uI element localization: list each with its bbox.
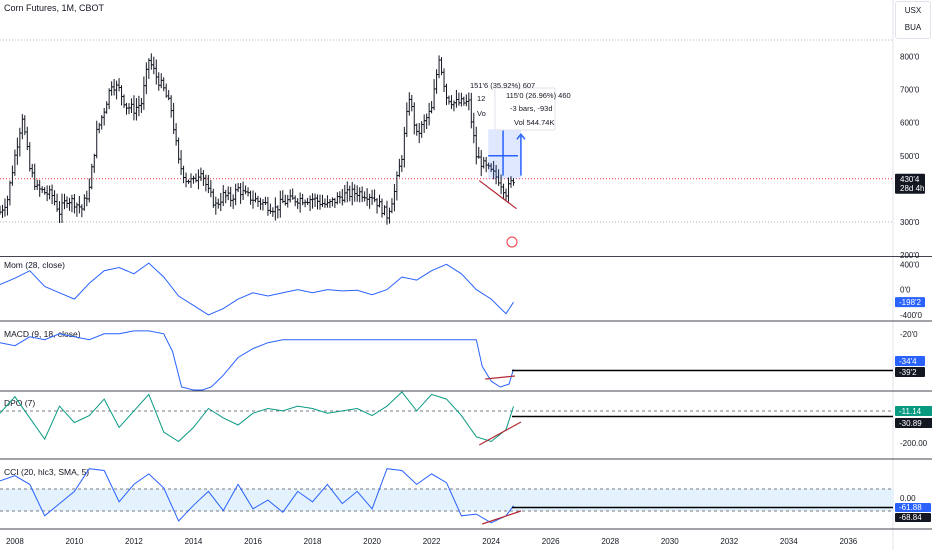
price-axis-tick: 700'0 <box>900 86 920 95</box>
measure-box <box>488 129 521 179</box>
cci-value-label: -61.88 <box>899 503 922 512</box>
cci-divergence-line <box>482 510 522 525</box>
cci-value-tag <box>895 503 931 512</box>
time-axis-tick: 2024 <box>482 537 500 546</box>
dpo-axis-tick: -200.00 <box>900 439 928 448</box>
time-axis-tick: 2028 <box>601 537 619 546</box>
macd-title: MACD (9, 18, close) <box>4 329 81 339</box>
dpo-value-label: -11.14 <box>899 407 922 416</box>
time-axis-tick: 2026 <box>542 537 560 546</box>
dpo-divergence-line <box>478 421 522 446</box>
momentum-axis-tick: 0'0 <box>900 286 911 295</box>
macd-divergence-line <box>485 375 516 380</box>
time-axis-tick: 2022 <box>423 537 441 546</box>
price-axis-tick: 800'0 <box>900 53 920 62</box>
cci-level-tag <box>895 513 931 522</box>
measure-tooltip-partial-b: Vo <box>477 109 486 118</box>
measure-tooltip-line4: Vol 544.74K <box>514 118 554 127</box>
momentum-axis-tick: -400'0 <box>900 311 923 320</box>
measure-tooltip-box <box>494 87 556 131</box>
measure-tooltip-line1: 151'6 (35.92%) 607 <box>470 81 535 90</box>
time-axis-tick: 2030 <box>661 537 679 546</box>
macd-axis-tick: -20'0 <box>900 330 918 339</box>
momentum-axis-tick: 400'0 <box>900 260 920 269</box>
time-axis-tick: 2008 <box>6 537 24 546</box>
price-axis-tick: 500'0 <box>900 152 920 161</box>
macd-value-tag <box>895 356 925 366</box>
momentum-title: Mom (28, close) <box>4 260 65 270</box>
price-axis-tick: 600'0 <box>900 119 920 128</box>
price-bars <box>0 53 515 225</box>
macd-level-tag <box>895 367 925 377</box>
dpo-level-label: -30.89 <box>899 419 922 428</box>
unit-label: BUA <box>904 23 922 32</box>
chart-header: Corn Futures, 1M, CBOT <box>4 3 104 13</box>
dpo-value-tag <box>895 406 932 416</box>
measure-tooltip-partial-a: 12 <box>477 94 485 103</box>
momentum-value-tag <box>895 297 925 308</box>
macd-level-label: -39'2 <box>899 368 917 377</box>
momentum-line <box>0 262 514 316</box>
time-axis-tick: 2020 <box>363 537 381 546</box>
macd-value-label: -34'4 <box>899 357 917 366</box>
event-flash-icon[interactable] <box>506 236 518 248</box>
measure-tooltip-line2: 115'0 (26.96%) 460 <box>506 91 571 100</box>
time-axis-tick: 2032 <box>720 537 738 546</box>
currency-unit-box[interactable]: USX BUA <box>895 1 931 39</box>
dpo-level-tag <box>895 418 932 428</box>
time-axis-tick: 2010 <box>66 537 84 546</box>
time-axis-tick: 2016 <box>244 537 262 546</box>
dpo-line <box>0 391 514 443</box>
last-price-tag <box>895 173 925 194</box>
last-price-label: 430'4 <box>900 175 920 184</box>
time-axis-tick: 2012 <box>125 537 143 546</box>
symbol-title[interactable]: Corn Futures, 1M, CBOT <box>4 3 105 13</box>
time-axis-tick: 2036 <box>839 537 857 546</box>
momentum-value-label: -198'2 <box>899 298 922 307</box>
time-axis-tick: 2034 <box>780 537 798 546</box>
currency-label: USX <box>904 6 922 15</box>
cci-band <box>0 489 893 511</box>
price-axis-tick: 300'0 <box>900 218 920 227</box>
cci-level-label: -68.84 <box>899 513 922 522</box>
price-divergence-line <box>478 180 517 210</box>
measure-up-arrow-head <box>516 133 526 140</box>
time-axis-tick: 2014 <box>185 537 203 546</box>
bar-countdown-label: 28d 4h <box>900 184 924 193</box>
cci-axis-tick: 0.00 <box>900 494 916 503</box>
measure-tooltip-line3: -3 bars, -93d <box>510 104 553 113</box>
time-axis-tick: 2018 <box>304 537 322 546</box>
macd-line <box>0 330 514 391</box>
cci-line <box>0 468 514 524</box>
price-axis-tick: 200'0 <box>900 251 920 260</box>
cci-title: CCI (20, hlc3, SMA, 5) <box>4 467 89 477</box>
